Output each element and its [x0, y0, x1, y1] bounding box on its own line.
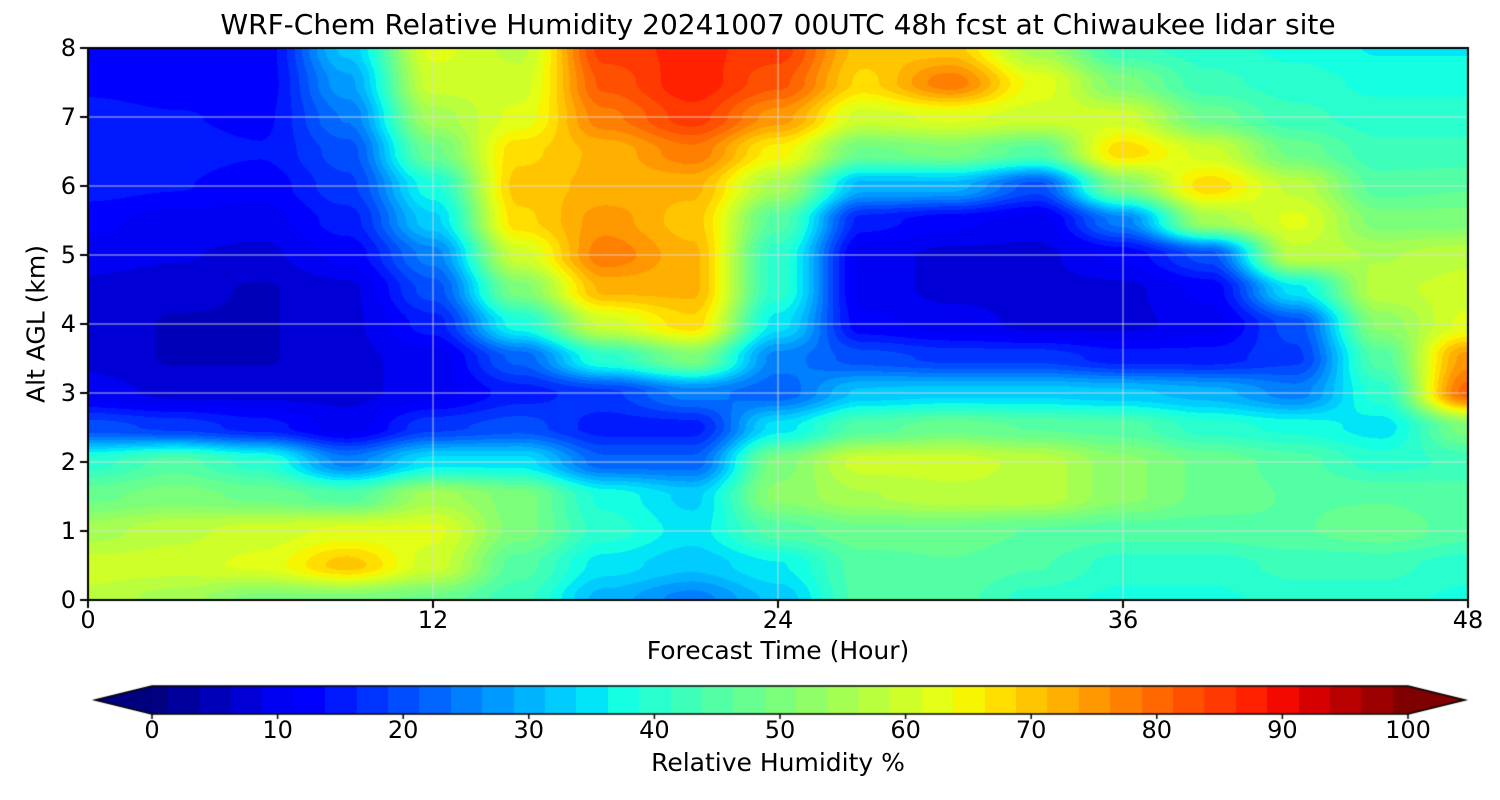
y-axis-label: Alt AGL (km): [21, 244, 51, 404]
y-tick-label-3: 3: [60, 379, 76, 407]
x-tick-label-0: 0: [80, 606, 96, 634]
x-tick-label-24: 24: [762, 606, 794, 634]
y-tick-label-6: 6: [60, 172, 76, 200]
y-tick-label-5: 5: [60, 241, 76, 269]
colorbar-tick-label-30: 30: [513, 716, 545, 744]
y-tick-label-8: 8: [60, 34, 76, 62]
colorbar-tick-label-70: 70: [1015, 716, 1047, 744]
colorbar-tick-label-90: 90: [1267, 716, 1298, 744]
colorbar-tick-label-20: 20: [387, 716, 419, 744]
x-tick-label-12: 12: [417, 606, 449, 634]
colorbar-tick-label-40: 40: [639, 716, 670, 744]
colorbar-tick-label-60: 60: [890, 716, 921, 744]
x-tick-label-48: 48: [1452, 606, 1484, 634]
x-axis-label: Forecast Time (Hour): [646, 636, 910, 665]
chart-title: WRF-Chem Relative Humidity 20241007 00UT…: [220, 8, 1336, 41]
colorbar-tick-label-50: 50: [764, 716, 796, 744]
colorbar-tick-label-100: 100: [1385, 716, 1431, 744]
y-tick-label-1: 1: [60, 517, 76, 545]
colorbar-label: Relative Humidity %: [651, 748, 905, 777]
y-tick-label-2: 2: [60, 448, 76, 476]
colorbar-tick-label-10: 10: [262, 716, 293, 744]
y-tick-label-0: 0: [60, 586, 76, 614]
x-tick-label-36: 36: [1107, 606, 1139, 634]
colorbar-tick-label-0: 0: [144, 716, 160, 744]
colorbar-tick-label-80: 80: [1141, 716, 1173, 744]
y-tick-label-4: 4: [60, 310, 76, 338]
y-tick-label-7: 7: [60, 103, 76, 131]
